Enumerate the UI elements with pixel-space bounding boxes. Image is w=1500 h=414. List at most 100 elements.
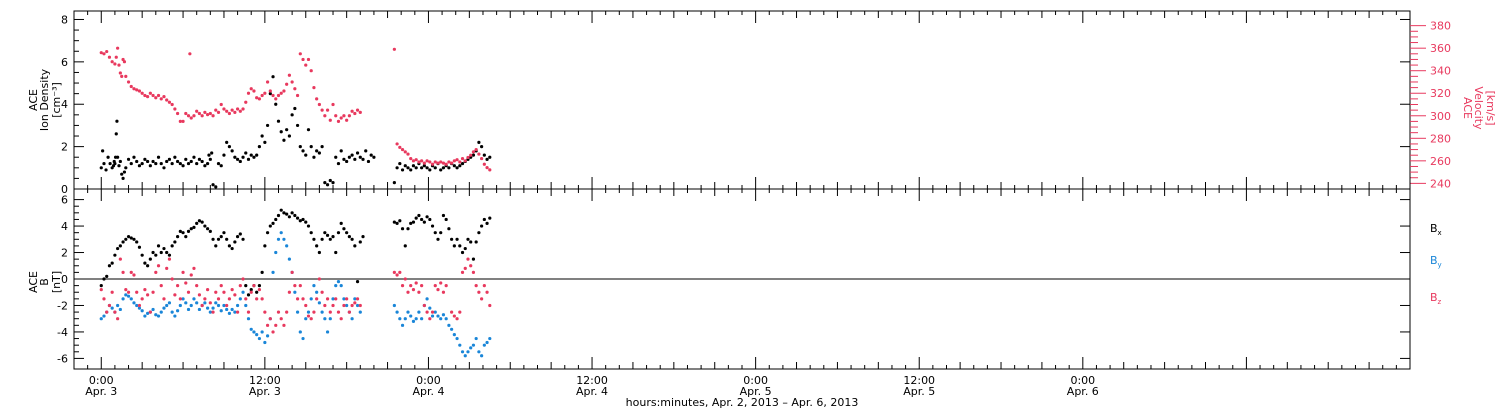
data-point-bz (156, 264, 161, 268)
data-point-bz (118, 257, 122, 261)
data-point-density (342, 157, 346, 161)
data-point-velocity (129, 84, 133, 89)
data-point-bz (353, 301, 357, 305)
data-point-density (252, 155, 256, 159)
data-point-velocity (122, 60, 127, 64)
data-point-velocity (420, 159, 424, 163)
data-point-bz (342, 303, 346, 308)
data-point-bx (189, 227, 193, 231)
data-point-bz (276, 310, 281, 314)
data-point-bx (116, 246, 120, 251)
data-point-density (276, 119, 281, 123)
data-point-bx (124, 237, 128, 241)
data-point-bx (274, 217, 278, 222)
data-point-bx (99, 284, 103, 288)
data-point-velocity (117, 63, 121, 67)
data-point-density (398, 161, 402, 166)
top-left-tick-label: 0 (61, 183, 68, 196)
data-point-velocity (102, 52, 106, 56)
data-point-by (271, 270, 275, 274)
x-tick-label-date: Apr. 3 (85, 385, 117, 398)
data-point-by (345, 303, 349, 308)
data-point-bx (444, 217, 448, 222)
data-point-velocity (244, 100, 248, 104)
data-point-velocity (265, 80, 270, 84)
data-point-bx (192, 225, 196, 229)
data-point-bx (181, 231, 185, 235)
data-point-bx (203, 224, 207, 228)
data-point-bx (162, 246, 166, 251)
data-point-bx (276, 213, 281, 218)
data-point-by (417, 310, 421, 314)
data-point-bz (301, 297, 305, 301)
top-right-ylabel-line-1: ACE (1461, 97, 1474, 119)
data-point-bz (358, 303, 362, 308)
data-point-bz (110, 290, 114, 294)
data-point-density (170, 161, 174, 166)
data-point-density (159, 161, 163, 166)
data-point-density (151, 159, 155, 164)
data-point-bz (143, 287, 147, 292)
bottom-left-tick-label: 2 (61, 247, 68, 260)
data-point-bx (121, 240, 125, 244)
bottom-ylabel-line-1: ACE (27, 271, 40, 293)
data-point-velocity (411, 159, 416, 163)
data-point-by (246, 317, 251, 321)
data-point-bx (126, 235, 131, 239)
data-point-velocity (455, 158, 459, 162)
data-point-by (485, 340, 489, 345)
data-point-bz (268, 317, 272, 321)
data-point-velocity (203, 110, 207, 114)
data-point-by (301, 336, 305, 341)
data-point-density (99, 166, 103, 170)
data-point-velocity (211, 114, 215, 118)
data-point-bx (214, 244, 218, 248)
data-point-bx (403, 244, 407, 248)
data-point-density (471, 153, 476, 157)
data-point-bx (176, 235, 180, 239)
data-point-density (227, 145, 232, 149)
data-point-bz (216, 297, 221, 301)
data-point-density (135, 159, 139, 164)
data-point-bx (406, 227, 410, 231)
data-point-density (148, 164, 152, 168)
data-point-velocity (474, 147, 478, 152)
data-point-density (235, 157, 240, 161)
data-point-velocity (208, 111, 212, 116)
bottom-left-tick-label: 4 (61, 220, 68, 233)
data-point-density (255, 153, 259, 157)
data-point-bx (466, 237, 470, 241)
data-point-by (328, 317, 332, 321)
data-point-bz (474, 284, 478, 288)
data-point-bz (406, 290, 410, 294)
data-point-bz (274, 323, 278, 327)
data-point-velocity (132, 87, 136, 91)
data-point-density (295, 123, 300, 128)
data-point-by (430, 314, 435, 318)
data-point-bz (176, 284, 180, 288)
x-tick-label-time: 12:00 (903, 374, 935, 387)
data-point-by (471, 343, 476, 347)
data-point-velocity (184, 111, 188, 116)
data-point-velocity (257, 97, 262, 101)
data-point-bx (353, 244, 357, 248)
data-point-bz (452, 314, 456, 318)
data-point-by (295, 310, 300, 314)
data-point-density (207, 153, 211, 157)
data-point-density (225, 140, 229, 144)
data-point-bz (186, 290, 191, 294)
data-point-velocity (400, 147, 405, 152)
data-point-bz (315, 297, 319, 301)
data-point-density (301, 149, 305, 153)
data-point-density (203, 164, 207, 168)
data-point-by (137, 306, 142, 310)
bottom-left-tick-label: 0 (61, 273, 68, 286)
data-point-bx (420, 217, 424, 222)
data-point-velocity (444, 162, 448, 166)
data-point-bx (208, 229, 212, 233)
data-point-by (192, 297, 196, 301)
data-point-by (411, 319, 416, 323)
data-point-density (400, 168, 405, 172)
data-point-bz (135, 290, 139, 294)
data-point-density (331, 181, 335, 185)
